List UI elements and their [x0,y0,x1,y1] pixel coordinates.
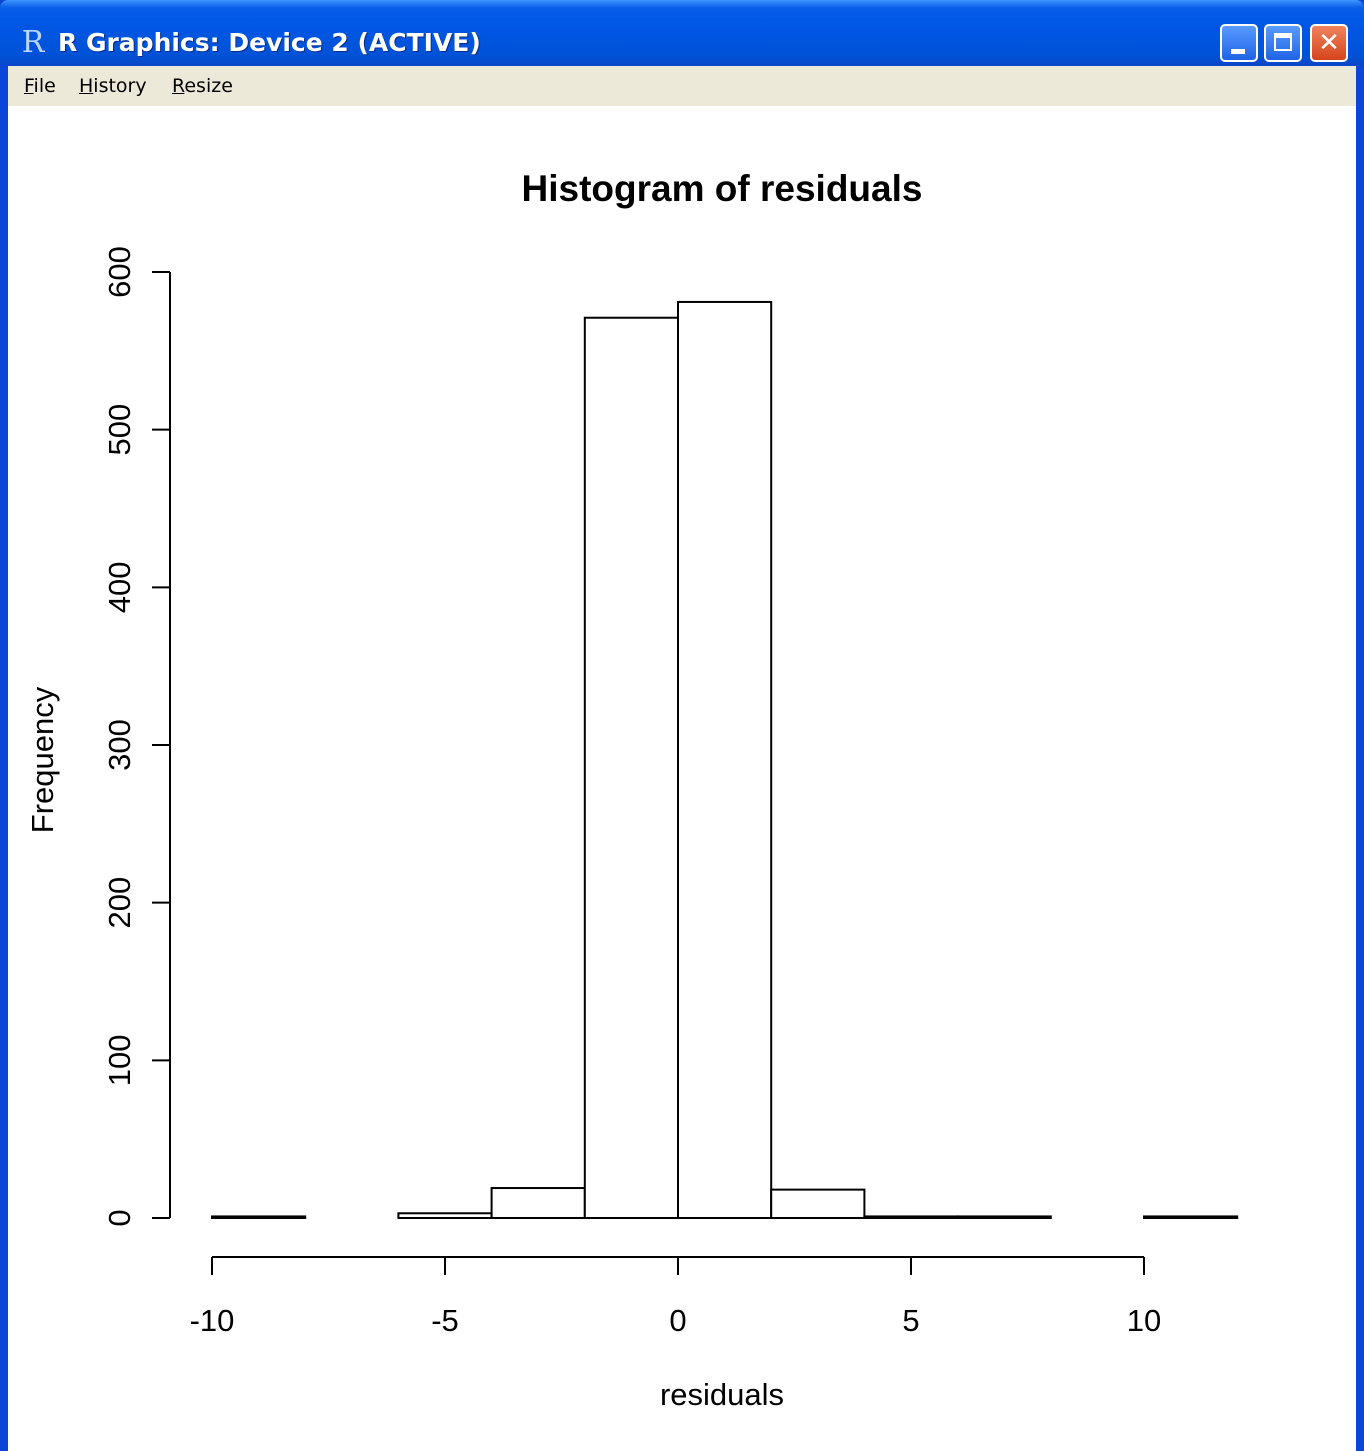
y-tick-label: 500 [102,404,137,456]
minimize-button[interactable] [1220,24,1258,62]
x-axis: -10 -5 0 5 10 [190,1256,1161,1338]
y-tick-label: 100 [102,1034,137,1086]
menu-resize-label: esize [184,75,233,97]
x-tick-label: -10 [190,1303,235,1338]
plot-area: Histogram of residuals residuals Frequen… [8,106,1356,1451]
y-axis-label: Frequency [25,686,60,833]
menu-file-label: ile [33,75,56,97]
maximize-icon [1274,33,1292,51]
y-tick-label: 600 [102,246,137,298]
histogram-bar [770,1188,866,1219]
title-bar[interactable]: R R Graphics: Device 2 (ACTIVE) ✕ [0,0,1364,66]
y-tick-label: 0 [102,1209,137,1226]
histogram-chart: Histogram of residuals residuals Frequen… [25,168,1239,1412]
y-axis: 0 100 200 300 400 500 600 [102,246,171,1227]
histogram-bar [677,300,773,1219]
histogram-bar [1143,1215,1239,1220]
close-button[interactable]: ✕ [1310,24,1348,62]
y-tick-label: 300 [102,719,137,771]
menu-file[interactable]: File [24,74,56,98]
x-tick-label: 5 [902,1303,919,1338]
x-tick-label: 10 [1127,1303,1161,1338]
menu-file-accel: F [24,75,34,97]
x-axis-label: residuals [660,1377,784,1412]
histogram-bar [956,1215,1052,1220]
close-icon: ✕ [1318,28,1340,58]
menu-resize[interactable]: Resize [172,74,233,98]
x-tick-label: 0 [669,1303,686,1338]
chart-title: Histogram of residuals [522,168,923,209]
menu-history[interactable]: History [79,74,147,98]
histogram-bar [583,316,679,1219]
menu-history-accel: H [79,75,94,97]
y-tick-label: 400 [102,561,137,613]
histogram-bar [490,1187,586,1220]
menu-bar: File History Resize [8,66,1356,106]
bars-group [211,300,1239,1220]
histogram-bar [397,1212,493,1220]
menu-resize-accel: R [172,75,185,97]
window-title: R Graphics: Device 2 (ACTIVE) [58,28,481,57]
histogram-bar [211,1215,307,1220]
menu-history-label: istory [93,75,147,97]
r-app-icon: R [21,25,45,60]
minimize-icon [1231,49,1245,54]
maximize-button[interactable] [1264,24,1302,62]
histogram-bar [863,1215,959,1220]
y-tick-label: 200 [102,877,137,929]
x-tick-label: -5 [431,1303,459,1338]
